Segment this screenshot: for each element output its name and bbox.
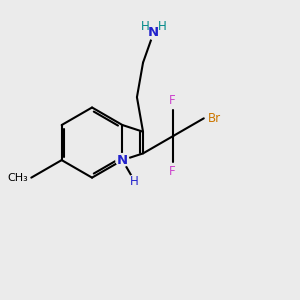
Circle shape <box>116 154 129 166</box>
Text: H: H <box>130 175 139 188</box>
Circle shape <box>147 26 160 39</box>
Text: F: F <box>169 165 175 178</box>
Circle shape <box>128 175 141 188</box>
Text: F: F <box>169 94 175 107</box>
Text: N: N <box>117 154 128 166</box>
Text: CH₃: CH₃ <box>8 172 28 183</box>
Text: H: H <box>158 20 166 33</box>
Text: Br: Br <box>208 112 221 125</box>
Text: H: H <box>141 20 150 33</box>
Text: N: N <box>148 26 159 39</box>
